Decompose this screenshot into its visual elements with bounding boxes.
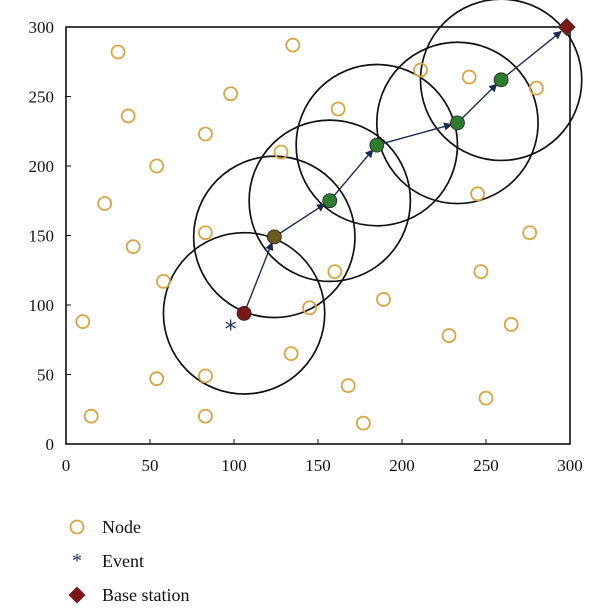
- node-point-11: [75, 314, 91, 330]
- node-point-8: [198, 225, 213, 241]
- node-point-2: [223, 86, 239, 102]
- x-tick-label-4: 200: [389, 456, 415, 475]
- node-point-13: [327, 264, 343, 280]
- node-point-17: [198, 368, 213, 384]
- node-point-5: [149, 158, 165, 174]
- route-node-4: [450, 115, 465, 131]
- event-star-marker-0: *: [225, 316, 237, 344]
- node-legend-icon: [62, 515, 92, 539]
- x-tick-label-2: 100: [221, 456, 247, 475]
- x-tick-label-6: 300: [557, 456, 583, 475]
- y-tick-label-2: 100: [29, 296, 55, 315]
- legend: Node * Event Base station: [62, 510, 190, 612]
- route-arrow-4: [461, 83, 498, 120]
- node-point-31: [478, 390, 494, 406]
- base-station-legend-icon: [62, 583, 92, 607]
- route-arrow-3: [382, 122, 453, 145]
- route-arrow-1: [278, 203, 326, 235]
- legend-item-node: Node: [62, 510, 190, 544]
- node-point-29: [441, 328, 457, 343]
- communication-range-circle-4: [375, 41, 539, 205]
- node-point-0: [110, 44, 126, 60]
- legend-item-event: * Event: [62, 544, 190, 578]
- node-point-15: [283, 346, 299, 362]
- x-tick-label-3: 150: [305, 456, 331, 475]
- node-point-18: [340, 378, 356, 394]
- y-tick-label-3: 150: [29, 227, 55, 246]
- legend-item-base-station: Base station: [62, 578, 190, 612]
- node-point-6: [273, 144, 289, 160]
- legend-label-base-station: Base station: [102, 584, 190, 605]
- node-point-10: [156, 273, 171, 289]
- base-station-marker-0: [557, 17, 576, 37]
- node-point-27: [522, 225, 538, 241]
- x-tick-label-0: 0: [62, 456, 71, 475]
- node-point-19: [83, 408, 99, 424]
- node-point-20: [198, 408, 213, 424]
- special-markers: *: [225, 17, 576, 344]
- communication-range-circle-3: [295, 63, 459, 227]
- node-point-16: [149, 371, 165, 387]
- node-point-26: [470, 186, 486, 202]
- communication-range-circle-2: [248, 119, 412, 283]
- node-point-4: [198, 126, 213, 142]
- legend-label-node: Node: [102, 516, 141, 537]
- node-point-14: [376, 292, 391, 307]
- node-point-1: [285, 37, 301, 53]
- node-point-30: [503, 317, 519, 332]
- route-arrows: [245, 30, 562, 309]
- svg-text:*: *: [72, 550, 82, 572]
- y-tick-label-0: 0: [46, 435, 55, 454]
- node-point-23: [413, 62, 428, 78]
- axis-ticks: 0 50 100 150 200 250 300 0 50 100 150 200 250 300: [29, 18, 583, 475]
- y-tick-label-5: 250: [29, 88, 55, 107]
- node-point-12: [302, 300, 318, 316]
- node-points: [75, 37, 544, 431]
- route-node-3: [369, 137, 385, 153]
- node-point-22: [330, 101, 346, 117]
- node-point-7: [97, 196, 113, 211]
- event-star-legend-icon: *: [62, 549, 92, 573]
- y-tick-label-4: 200: [29, 157, 55, 176]
- route-node-1: [266, 229, 282, 245]
- y-tick-label-1: 50: [37, 366, 54, 385]
- x-tick-label-1: 50: [142, 456, 159, 475]
- communication-range-circle-5: [419, 0, 583, 162]
- route-node-0: [236, 305, 252, 321]
- x-tick-label-5: 250: [473, 456, 499, 475]
- node-point-21: [355, 415, 371, 431]
- legend-label-event: Event: [102, 550, 144, 571]
- node-point-3: [120, 108, 136, 124]
- node-point-28: [473, 264, 489, 280]
- node-point-9: [125, 239, 141, 255]
- y-tick-label-6: 300: [29, 18, 55, 37]
- route-arrow-0: [245, 241, 274, 309]
- route-arrow-2: [333, 149, 374, 197]
- communication-range-circle-0: [162, 231, 326, 395]
- route-node-2: [322, 193, 338, 209]
- node-point-25: [529, 80, 544, 96]
- route-node-5: [493, 72, 509, 88]
- node-point-24: [461, 69, 477, 85]
- communication-range-circle-1: [192, 155, 356, 319]
- route-arrow-5: [505, 30, 562, 77]
- communication-ranges: [162, 0, 583, 395]
